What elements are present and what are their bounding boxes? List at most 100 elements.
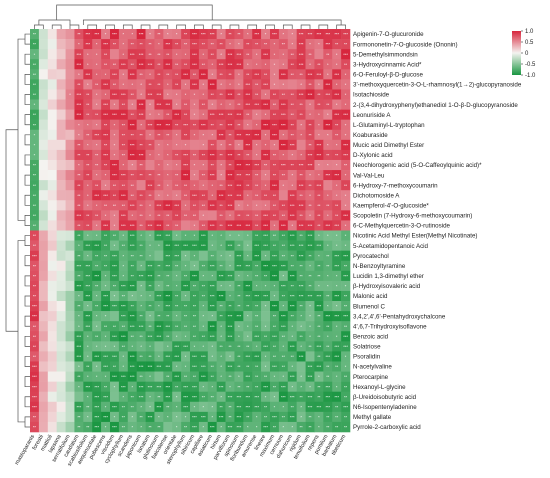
significance-mark: * <box>78 384 80 389</box>
significance-mark: ** <box>202 153 206 158</box>
heatmap-cell <box>190 321 200 332</box>
significance-mark: * <box>203 324 205 329</box>
heatmap-cell <box>92 29 102 40</box>
significance-mark: * <box>131 32 133 37</box>
heatmap-cell <box>278 59 289 70</box>
heatmap-cell <box>136 311 146 322</box>
heatmap-cell <box>38 180 49 191</box>
heatmap-cell <box>92 69 102 80</box>
significance-mark: *** <box>192 394 197 399</box>
heatmap-cell <box>190 331 200 342</box>
significance-mark: * <box>211 414 213 419</box>
heatmap-cell <box>136 159 146 171</box>
heatmap-cell <box>181 109 191 120</box>
significance-mark: *** <box>237 253 242 258</box>
heatmap-cell <box>181 361 191 372</box>
heatmap-cell <box>65 421 75 433</box>
heatmap-cell <box>30 79 40 90</box>
significance-mark: ** <box>33 263 37 268</box>
heatmap-cell <box>101 220 111 231</box>
significance-mark: * <box>327 243 329 248</box>
heatmap-cell <box>243 341 253 352</box>
significance-mark: * <box>185 92 187 97</box>
significance-mark: *** <box>245 102 250 107</box>
heatmap-cell <box>92 210 102 221</box>
significance-mark: *** <box>263 263 268 268</box>
heatmap-cell <box>101 301 111 312</box>
significance-mark: *** <box>245 82 250 87</box>
heatmap-cell <box>172 270 182 282</box>
significance-mark: ** <box>193 374 197 379</box>
significance-mark: ** <box>237 304 241 309</box>
heatmap-cell <box>314 290 324 302</box>
heatmap-cell <box>110 421 120 433</box>
heatmap-cell <box>198 411 209 423</box>
significance-mark: * <box>274 52 276 57</box>
significance-mark: ** <box>211 163 215 168</box>
heatmap-cell <box>234 119 244 131</box>
significance-mark: * <box>34 52 36 57</box>
significance-mark: *** <box>103 294 108 299</box>
significance-mark: ** <box>246 183 250 188</box>
heatmap-cell <box>332 149 342 161</box>
significance-mark: * <box>247 32 249 37</box>
heatmap-cell <box>270 69 280 80</box>
heatmap-cell <box>181 190 191 201</box>
significance-mark: * <box>220 142 222 147</box>
dendrogram-branch <box>300 24 311 29</box>
heatmap-cell <box>323 119 333 131</box>
significance-mark: ** <box>273 314 277 319</box>
heatmap-cell <box>287 170 297 181</box>
heatmap-cell <box>47 79 57 90</box>
significance-mark: *** <box>112 425 117 430</box>
significance-mark: * <box>114 384 116 389</box>
significance-mark: *** <box>183 243 188 248</box>
heatmap-cell <box>74 361 84 372</box>
significance-mark: *** <box>139 324 144 329</box>
heatmap-cell <box>234 270 244 282</box>
heatmap-cell <box>110 119 120 131</box>
heatmap-cell <box>136 180 146 191</box>
heatmap-cell <box>38 411 49 423</box>
heatmap-cell <box>92 411 102 423</box>
heatmap-cell <box>287 190 297 201</box>
significance-mark: * <box>256 344 258 349</box>
row-label: 6-Hydroxy-7-methoxycoumarin <box>353 182 438 189</box>
heatmap-cell <box>56 190 66 201</box>
dendrogram-branch <box>265 24 275 29</box>
significance-mark: *** <box>308 233 313 238</box>
heatmap-cell <box>198 381 209 393</box>
heatmap-cell <box>270 290 280 302</box>
heatmap-cell <box>305 59 315 70</box>
heatmap-cell <box>74 210 84 221</box>
row-label: Mucic acid Dimethyl Ester <box>353 142 424 149</box>
significance-mark: * <box>131 102 133 107</box>
heatmap-cell <box>136 39 146 50</box>
heatmap-cell <box>234 290 244 302</box>
significance-mark: ** <box>326 344 330 349</box>
heatmap-cell <box>287 29 297 40</box>
heatmap-cell <box>136 361 146 372</box>
significance-mark: *** <box>85 384 90 389</box>
heatmap-cell <box>154 301 164 312</box>
significance-mark: *** <box>192 273 197 278</box>
heatmap-cell <box>110 180 120 191</box>
heatmap-cell <box>38 119 49 131</box>
heatmap-cell <box>323 79 333 90</box>
significance-mark: * <box>345 364 347 369</box>
significance-mark: * <box>345 102 347 107</box>
significance-mark: ** <box>300 273 304 278</box>
heatmap-cell <box>56 321 66 332</box>
significance-mark: ** <box>95 153 99 158</box>
heatmap-cell <box>136 79 146 90</box>
significance-mark: *** <box>103 394 108 399</box>
significance-mark: ** <box>202 284 206 289</box>
heatmap-cell <box>198 29 209 40</box>
significance-mark: ** <box>282 294 286 299</box>
significance-mark: ** <box>184 314 188 319</box>
heatmap-cell <box>332 331 342 342</box>
significance-mark: * <box>87 52 89 57</box>
significance-mark: *** <box>130 153 135 158</box>
heatmap-cell <box>190 311 200 322</box>
significance-mark: ** <box>308 52 312 57</box>
